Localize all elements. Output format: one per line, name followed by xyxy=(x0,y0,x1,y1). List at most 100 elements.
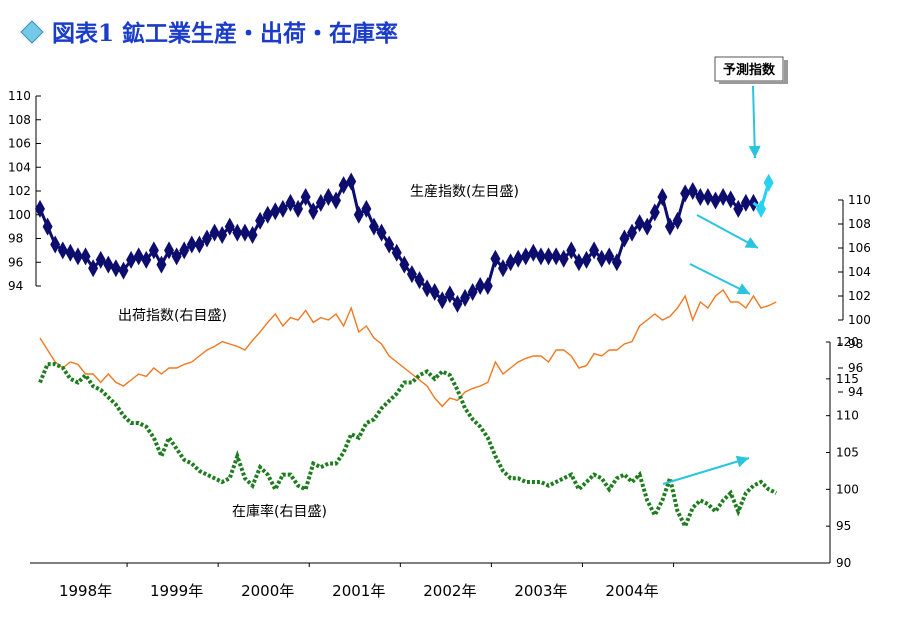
production-point xyxy=(346,172,357,191)
production-point xyxy=(581,250,592,269)
production-point xyxy=(300,187,311,206)
production-point xyxy=(437,291,448,310)
chart-title-group: 図表1 鉱工業生産・出荷・在庫率 xyxy=(20,20,398,47)
production-point xyxy=(239,223,250,242)
production-point xyxy=(247,225,258,244)
shipments-trend-arrow-head xyxy=(736,283,750,294)
production-point xyxy=(209,223,220,242)
right-upper-tick-label: 108 xyxy=(848,217,871,231)
production-point xyxy=(255,211,266,230)
right-lower-tick-label: 120 xyxy=(836,335,859,349)
production-point xyxy=(695,187,706,206)
production-point xyxy=(315,193,326,212)
production-point xyxy=(126,250,137,269)
production-point xyxy=(277,199,288,218)
forecast-callout-shadow-b xyxy=(719,81,788,84)
x-ticks: 1998年 1999年 2000年 2001年 2002年 2003年 2004年 xyxy=(59,563,675,600)
production-point xyxy=(528,243,539,262)
production-point xyxy=(399,255,410,274)
production-point xyxy=(475,277,486,295)
production-point xyxy=(308,202,319,221)
forecast-callout-arrow-shaft xyxy=(752,85,756,159)
production-point xyxy=(429,282,440,301)
production-point xyxy=(740,193,751,212)
x-tick-label: 2003年 xyxy=(514,582,567,600)
production-point xyxy=(35,199,45,218)
production-point xyxy=(285,193,296,212)
production-point xyxy=(604,247,615,266)
right-upper-tick-label: 106 xyxy=(848,241,871,255)
left-tick-label: 100 xyxy=(8,208,31,222)
x-tick-label: 2004年 xyxy=(605,582,658,600)
forecast-callout-arrow-head xyxy=(748,145,761,158)
production-point xyxy=(80,247,91,266)
production-point xyxy=(497,259,508,278)
x-tick-label: 2000年 xyxy=(241,582,294,600)
production-point xyxy=(573,253,584,272)
left-ticks: 94 96 98 100 102 104 106 108 110 xyxy=(8,89,41,293)
production-point xyxy=(156,255,167,274)
production-point xyxy=(338,176,349,195)
right-lower-tick-label: 95 xyxy=(836,519,851,533)
right-upper-tick-label: 98 xyxy=(848,337,863,351)
production-point xyxy=(725,190,736,209)
x-tick-label: 2001年 xyxy=(332,582,385,600)
left-tick-label: 104 xyxy=(8,160,31,174)
production-point xyxy=(535,247,546,266)
production-point xyxy=(201,229,212,248)
production-point xyxy=(171,247,182,266)
left-tick-label: 96 xyxy=(8,255,23,269)
chart-title: 図表1 鉱工業生産・出荷・在庫率 xyxy=(52,20,398,47)
production-point xyxy=(186,235,197,254)
production-point xyxy=(710,191,721,210)
production-point xyxy=(505,253,516,272)
left-tick-label: 108 xyxy=(8,113,31,127)
production-point xyxy=(224,217,235,236)
forecast-label: 予測指数 xyxy=(723,62,776,78)
production-point xyxy=(589,241,600,260)
inventory-line xyxy=(38,362,778,531)
forecast-point xyxy=(763,173,774,192)
production-point xyxy=(558,249,569,268)
production-point xyxy=(680,184,691,203)
left-tick-label: 98 xyxy=(8,232,23,246)
production-point xyxy=(361,199,372,218)
x-tick-label: 1999年 xyxy=(150,582,203,600)
production-point xyxy=(664,217,675,236)
production-point xyxy=(293,199,304,218)
forecast-callout: 予測指数 xyxy=(714,56,788,84)
production-point xyxy=(649,203,660,222)
production-point xyxy=(148,241,159,260)
diamond-icon xyxy=(20,20,44,44)
production-point xyxy=(460,288,471,307)
production-point xyxy=(141,250,152,269)
production-point xyxy=(642,217,653,236)
right-lower-tick-label: 110 xyxy=(836,409,859,423)
production-point xyxy=(323,187,334,206)
production-point xyxy=(627,223,638,242)
inventory-trend-arrow-head xyxy=(735,455,749,468)
left-tick-label: 106 xyxy=(8,137,31,151)
production-point xyxy=(444,285,455,304)
inventory-trend-arrow xyxy=(662,455,750,485)
right-upper-tick-label: 94 xyxy=(848,385,863,399)
forecast-callout-arrow xyxy=(748,85,761,159)
production-point xyxy=(733,199,744,218)
production-point xyxy=(95,250,106,269)
right-lower-tick-label: 115 xyxy=(836,372,859,386)
production-line xyxy=(38,179,754,306)
forecast-callout-box xyxy=(714,56,784,82)
left-tick-label: 94 xyxy=(8,279,23,293)
series-label-production: 生産指数(左目盛) xyxy=(410,184,519,200)
production-point xyxy=(490,249,501,268)
production-point xyxy=(217,225,228,244)
production-point xyxy=(452,294,463,313)
production-point xyxy=(611,253,622,272)
production-point xyxy=(551,247,562,266)
production-point xyxy=(42,217,53,236)
production-point xyxy=(513,249,524,268)
production-point xyxy=(391,243,402,262)
production-trend-arrow-head xyxy=(744,237,758,248)
